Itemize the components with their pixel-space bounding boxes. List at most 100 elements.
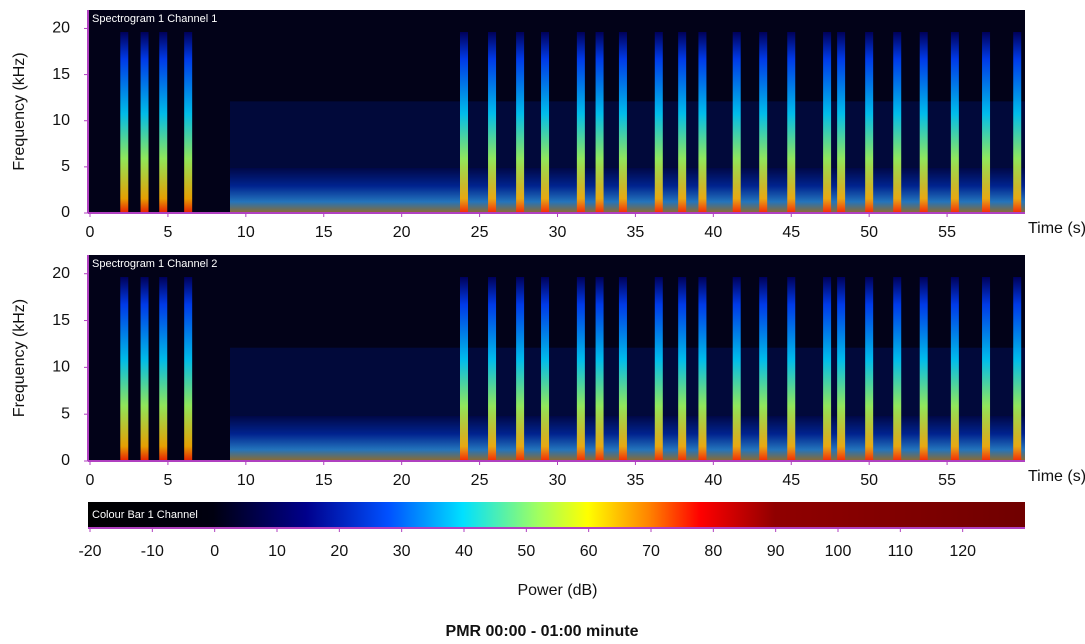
x-tick-label: 45 <box>782 224 800 241</box>
x-tick-label: 40 <box>704 472 722 489</box>
noise-floor <box>230 347 1025 461</box>
burst <box>698 277 707 461</box>
x-tick-label: 110 <box>888 543 914 560</box>
panel-title: Spectrogram 1 Channel 2 <box>92 258 217 270</box>
x-tick-label: 55 <box>938 472 956 489</box>
burst <box>184 277 193 461</box>
x-tick-label: 40 <box>704 224 722 241</box>
burst <box>950 32 959 213</box>
burst <box>516 277 525 461</box>
x-tick-label: 120 <box>949 543 976 560</box>
burst <box>654 32 663 213</box>
burst <box>759 277 768 461</box>
x-tick-label: 20 <box>393 224 411 241</box>
burst <box>488 277 497 461</box>
noise-band <box>230 168 1025 213</box>
x-tick-label: 30 <box>549 472 567 489</box>
burst <box>787 277 796 461</box>
burst <box>1013 277 1022 461</box>
burst <box>919 32 928 213</box>
x-tick-label: 50 <box>860 224 878 241</box>
x-tick-label: 35 <box>627 224 645 241</box>
y-tick-label: 5 <box>61 405 70 422</box>
burst <box>576 277 585 461</box>
burst <box>595 32 604 213</box>
burst <box>1013 32 1022 213</box>
y-axis-label: Frequency (kHz) <box>11 52 28 170</box>
burst <box>759 32 768 213</box>
x-tick-label: 60 <box>580 543 598 560</box>
x-tick-label: 5 <box>163 472 172 489</box>
x-tick-label: 50 <box>860 472 878 489</box>
burst <box>837 32 846 213</box>
x-tick-label: 90 <box>767 543 785 560</box>
burst <box>837 277 846 461</box>
x-tick-label: 0 <box>86 472 95 489</box>
burst <box>140 32 149 213</box>
y-tick-label: 10 <box>52 112 70 129</box>
x-axis-label: Power (dB) <box>517 582 597 599</box>
caption: PMR 00:00 - 01:00 minute <box>446 623 639 640</box>
y-tick-label: 15 <box>52 66 70 83</box>
burst <box>732 277 741 461</box>
burst <box>159 277 168 461</box>
y-tick-label: 5 <box>61 158 70 175</box>
y-axis-label: Frequency (kHz) <box>11 299 28 417</box>
burst <box>982 277 991 461</box>
x-tick-label: 15 <box>315 224 333 241</box>
burst <box>618 277 627 461</box>
x-tick-label: 25 <box>471 224 489 241</box>
burst <box>893 32 902 213</box>
burst <box>576 32 585 213</box>
burst <box>678 32 687 213</box>
burst <box>823 32 832 213</box>
x-tick-label: 35 <box>627 472 645 489</box>
x-tick-label: 30 <box>393 543 411 560</box>
burst <box>919 277 928 461</box>
burst <box>865 32 874 213</box>
burst <box>120 277 129 461</box>
burst <box>460 277 468 461</box>
y-tick-label: 20 <box>52 265 70 282</box>
x-tick-label: -20 <box>78 543 101 560</box>
noise-floor <box>230 101 1025 213</box>
burst <box>654 277 663 461</box>
burst <box>541 32 550 213</box>
x-tick-label: 5 <box>163 224 172 241</box>
y-tick-label: 20 <box>52 20 70 37</box>
x-tick-label: 80 <box>704 543 722 560</box>
colorbar-title: Colour Bar 1 Channel <box>92 509 198 521</box>
burst <box>159 32 168 213</box>
x-tick-label: 25 <box>471 472 489 489</box>
y-tick-label: 10 <box>52 359 70 376</box>
x-tick-label: 55 <box>938 224 956 241</box>
x-tick-label: -10 <box>141 543 164 560</box>
burst <box>732 32 741 213</box>
burst <box>865 277 874 461</box>
y-tick-label: 0 <box>61 452 70 469</box>
burst <box>618 32 627 213</box>
burst <box>184 32 193 213</box>
noise-band <box>230 416 1025 461</box>
x-tick-label: 0 <box>210 543 219 560</box>
burst <box>488 32 497 213</box>
y-tick-label: 0 <box>61 204 70 221</box>
x-tick-label: 0 <box>86 224 95 241</box>
burst <box>678 277 687 461</box>
x-axis-label: Time (s) <box>1028 468 1085 485</box>
x-tick-label: 15 <box>315 472 333 489</box>
burst <box>698 32 707 213</box>
panel-title: Spectrogram 1 Channel 1 <box>92 13 217 25</box>
burst <box>893 277 902 461</box>
burst <box>516 32 525 213</box>
burst <box>541 277 550 461</box>
burst <box>595 277 604 461</box>
burst <box>140 277 149 461</box>
colorbar <box>88 502 1025 528</box>
burst <box>120 32 129 213</box>
x-tick-label: 30 <box>549 224 567 241</box>
x-tick-label: 20 <box>330 543 348 560</box>
y-tick-label: 15 <box>52 312 70 329</box>
burst <box>787 32 796 213</box>
